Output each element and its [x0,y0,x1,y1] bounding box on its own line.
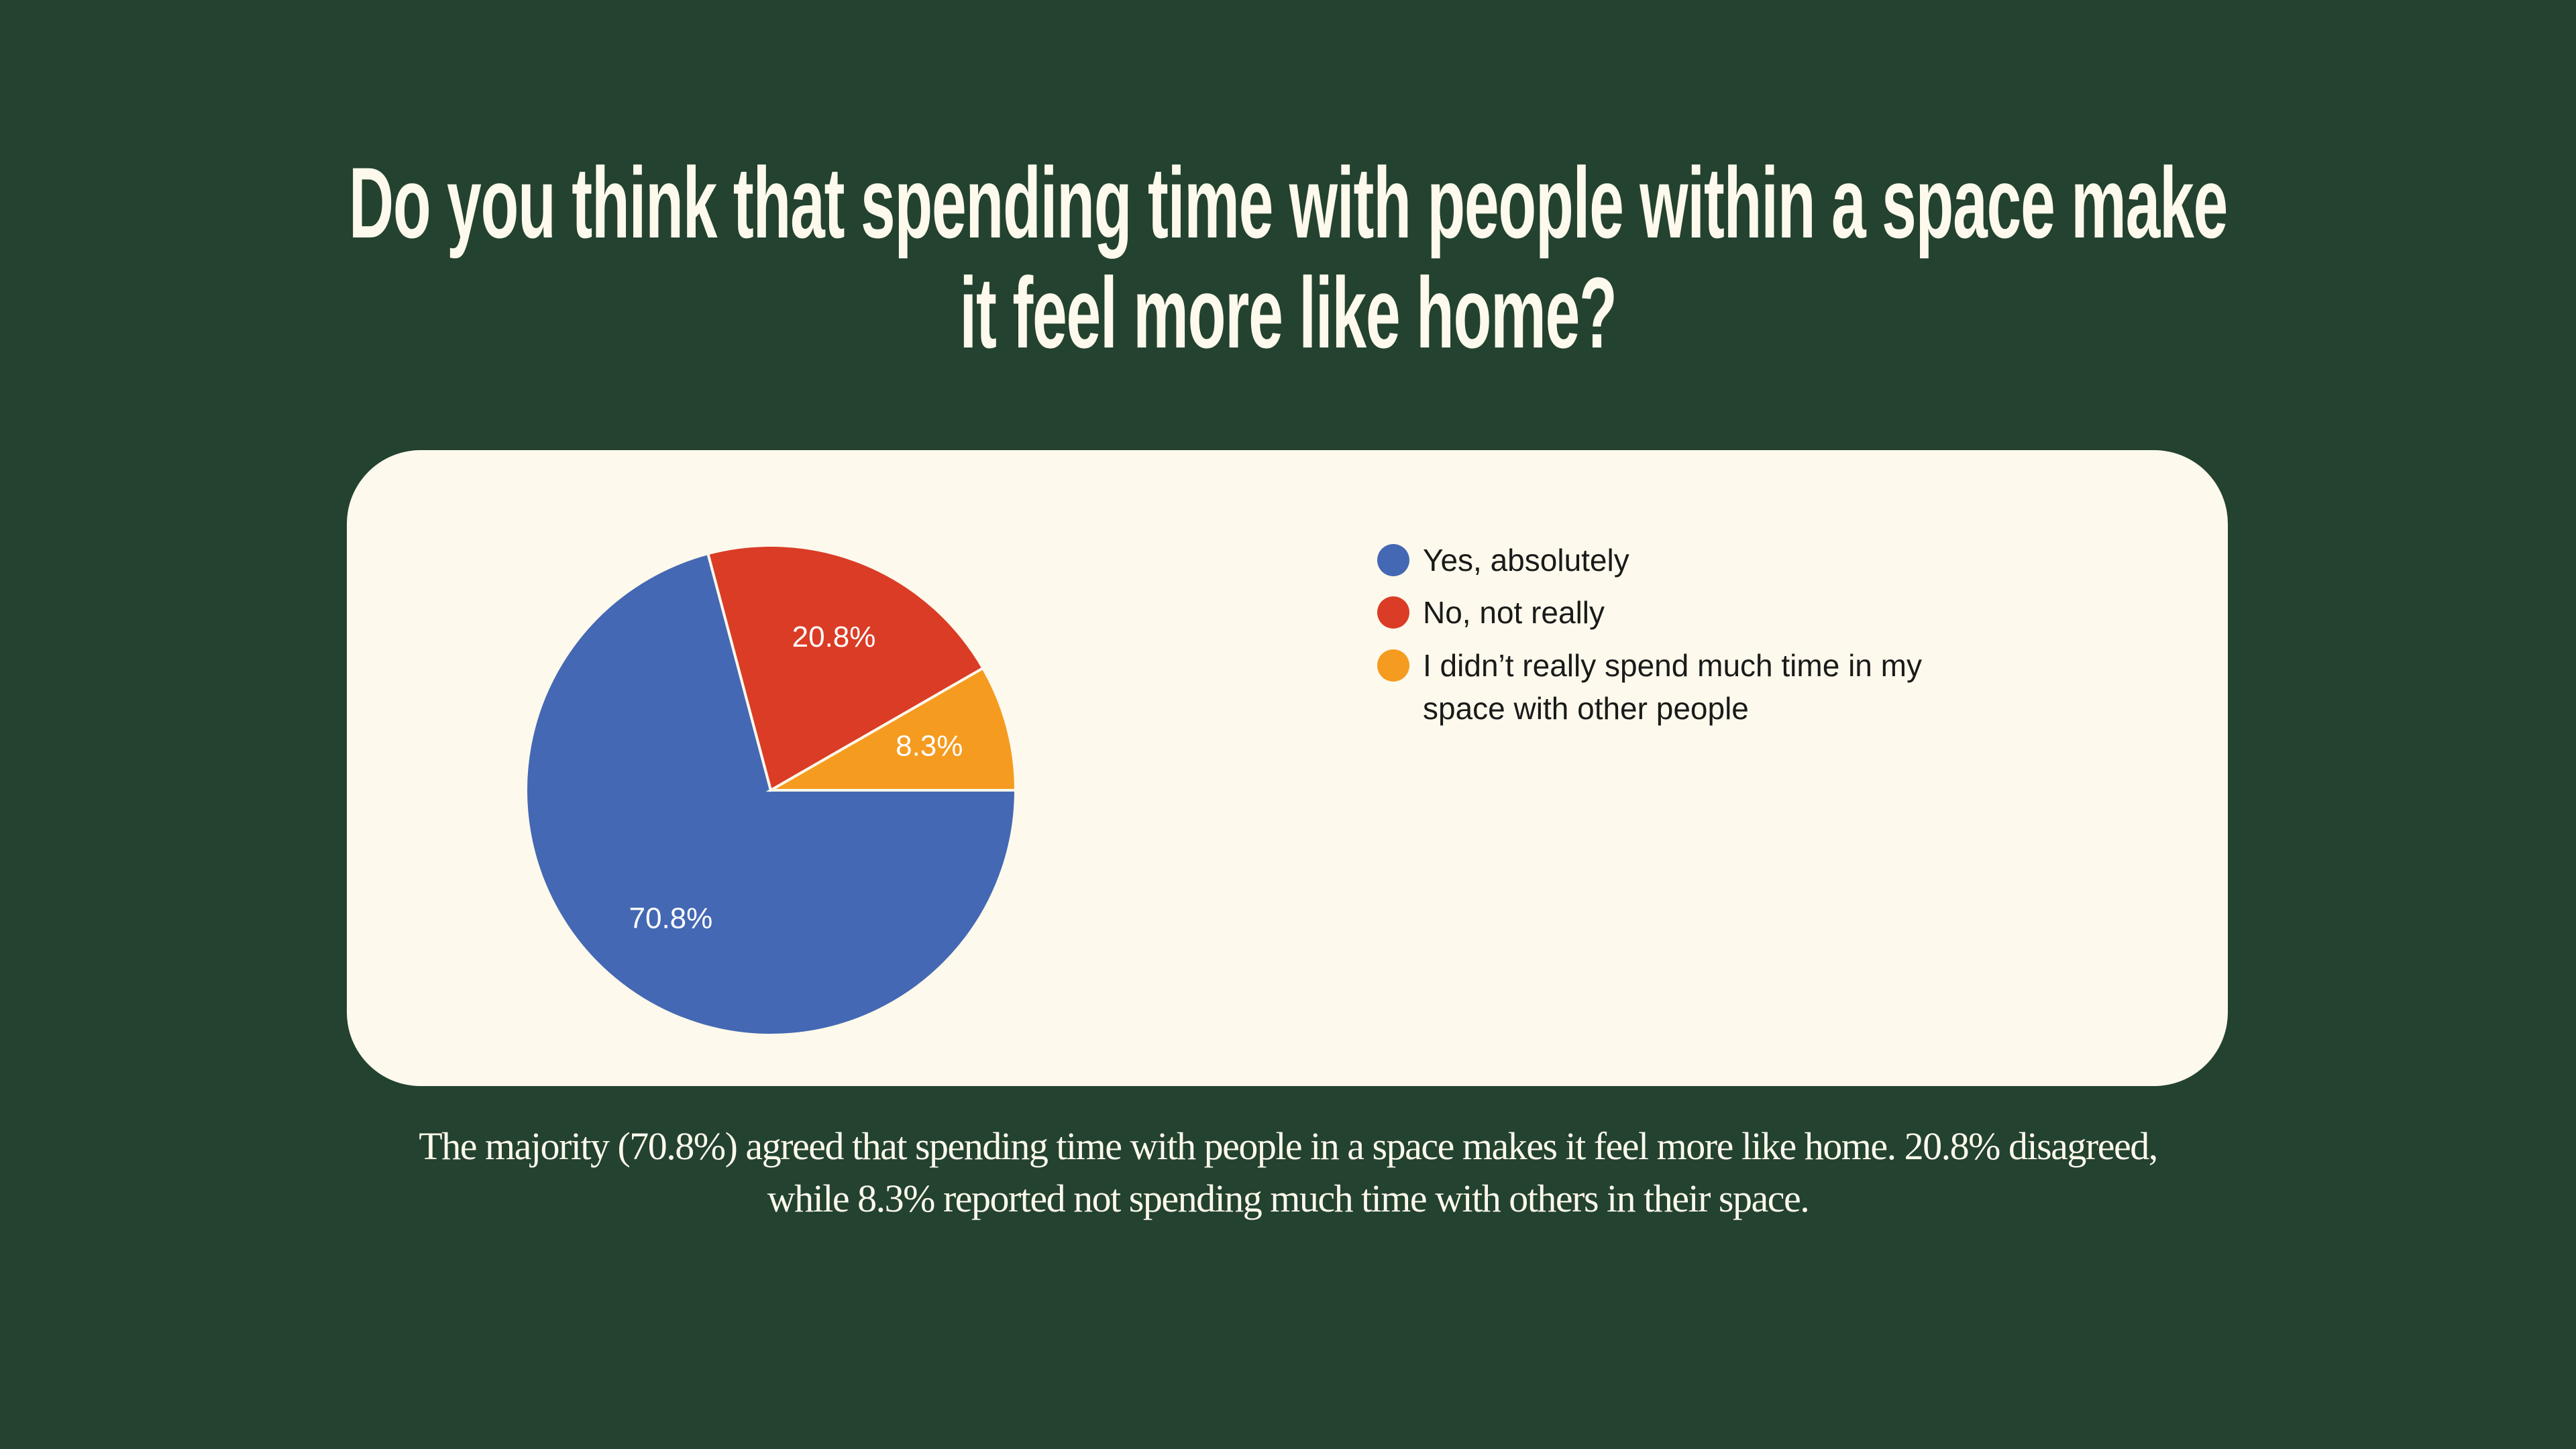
pie-slice [525,551,1018,1036]
pie-slice [706,543,985,793]
legend-label: I didn’t really spend much time in my sp… [1423,648,1922,726]
chart-title: Do you think that spending time with peo… [348,146,2228,369]
legend-label: No, not really [1423,595,1605,630]
title-wrap: Do you think that spending time with peo… [331,148,2245,368]
value-label: 70.8% [629,902,713,934]
value-label: 20.8% [792,621,876,653]
legend-label: Yes, absolutely [1423,543,1629,578]
pie-slice [765,666,1018,792]
legend-swatch [1377,596,1409,629]
legend-swatch [1377,544,1409,576]
value-label: 8.3% [896,730,963,763]
legend-swatch [1377,649,1409,682]
caption: The majority (70.8%) agreed that spendin… [419,1124,2158,1220]
